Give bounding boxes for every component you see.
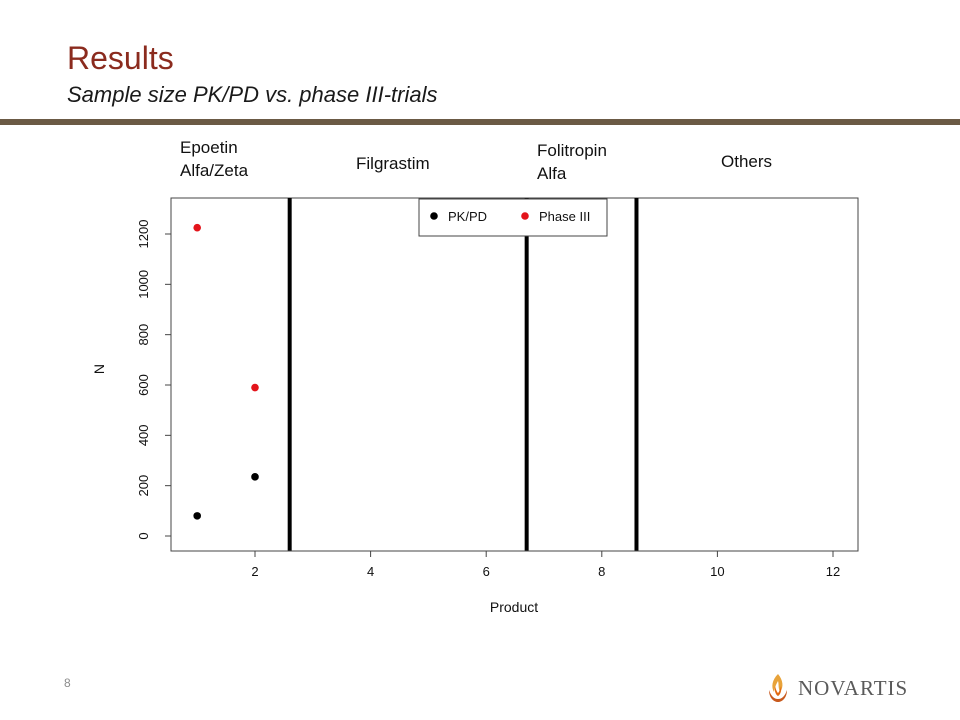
group-label-line: Alfa/Zeta: [180, 161, 249, 180]
x-tick-label: 8: [598, 564, 605, 579]
plot-frame: [170, 197, 859, 552]
x-tick-label: 4: [367, 564, 374, 579]
data-point: [251, 383, 259, 392]
legend-label: PK/PD: [448, 209, 487, 224]
x-tick-label: 12: [826, 564, 840, 579]
legend-box: [418, 198, 608, 237]
flame-logo-icon: [769, 674, 787, 702]
group-label-filgrastim: Filgrastim: [356, 152, 430, 175]
logo-text: NOVARTIS: [798, 675, 909, 700]
x-tick-label: 10: [710, 564, 724, 579]
group-label-line: Epoetin: [180, 138, 238, 157]
group-separators: [287, 198, 639, 551]
page-number: 8: [64, 676, 71, 690]
x-axis: 2 4 6 8 10 12: [251, 550, 840, 579]
y-tick-label: 1200: [136, 220, 151, 249]
header-divider: [0, 119, 960, 125]
y-axis: 0 200 400 600 800 1000 1200: [136, 220, 172, 540]
legend-marker: [430, 212, 438, 220]
y-tick-label: 1000: [136, 270, 151, 299]
group-label-line: Alfa: [537, 164, 567, 183]
data-point: [193, 512, 201, 520]
x-tick-label: 6: [483, 564, 490, 579]
group-label-epoetin: Epoetin Alfa/Zeta: [180, 136, 248, 182]
group-label-line: Others: [721, 152, 773, 171]
y-tick-label: 800: [136, 324, 151, 346]
data-point: [193, 223, 201, 232]
y-tick-label: 600: [136, 374, 151, 396]
legend-label: Phase III: [539, 209, 590, 224]
y-tick-label: 400: [136, 424, 151, 446]
group-label-line: Filgrastim: [356, 154, 430, 173]
x-axis-label: Product: [490, 599, 538, 615]
x-tick-label: 2: [251, 564, 258, 579]
group-label-others: Others: [721, 150, 772, 173]
data-points: [193, 223, 259, 520]
group-label-line: Folitropin: [537, 141, 607, 160]
legend: PK/PD Phase III: [418, 198, 608, 237]
data-point: [251, 473, 259, 481]
slide-subtitle: Sample size PK/PD vs. phase III-trials: [67, 82, 438, 107]
y-tick-label: 200: [136, 475, 151, 497]
slide-title: Results: [67, 40, 174, 76]
y-axis-label: N: [91, 364, 107, 374]
legend-marker: [521, 212, 529, 220]
novartis-logo: NOVARTIS: [766, 671, 908, 705]
group-label-folitropin: Folitropin Alfa: [537, 139, 607, 185]
y-tick-label: 0: [136, 532, 151, 539]
